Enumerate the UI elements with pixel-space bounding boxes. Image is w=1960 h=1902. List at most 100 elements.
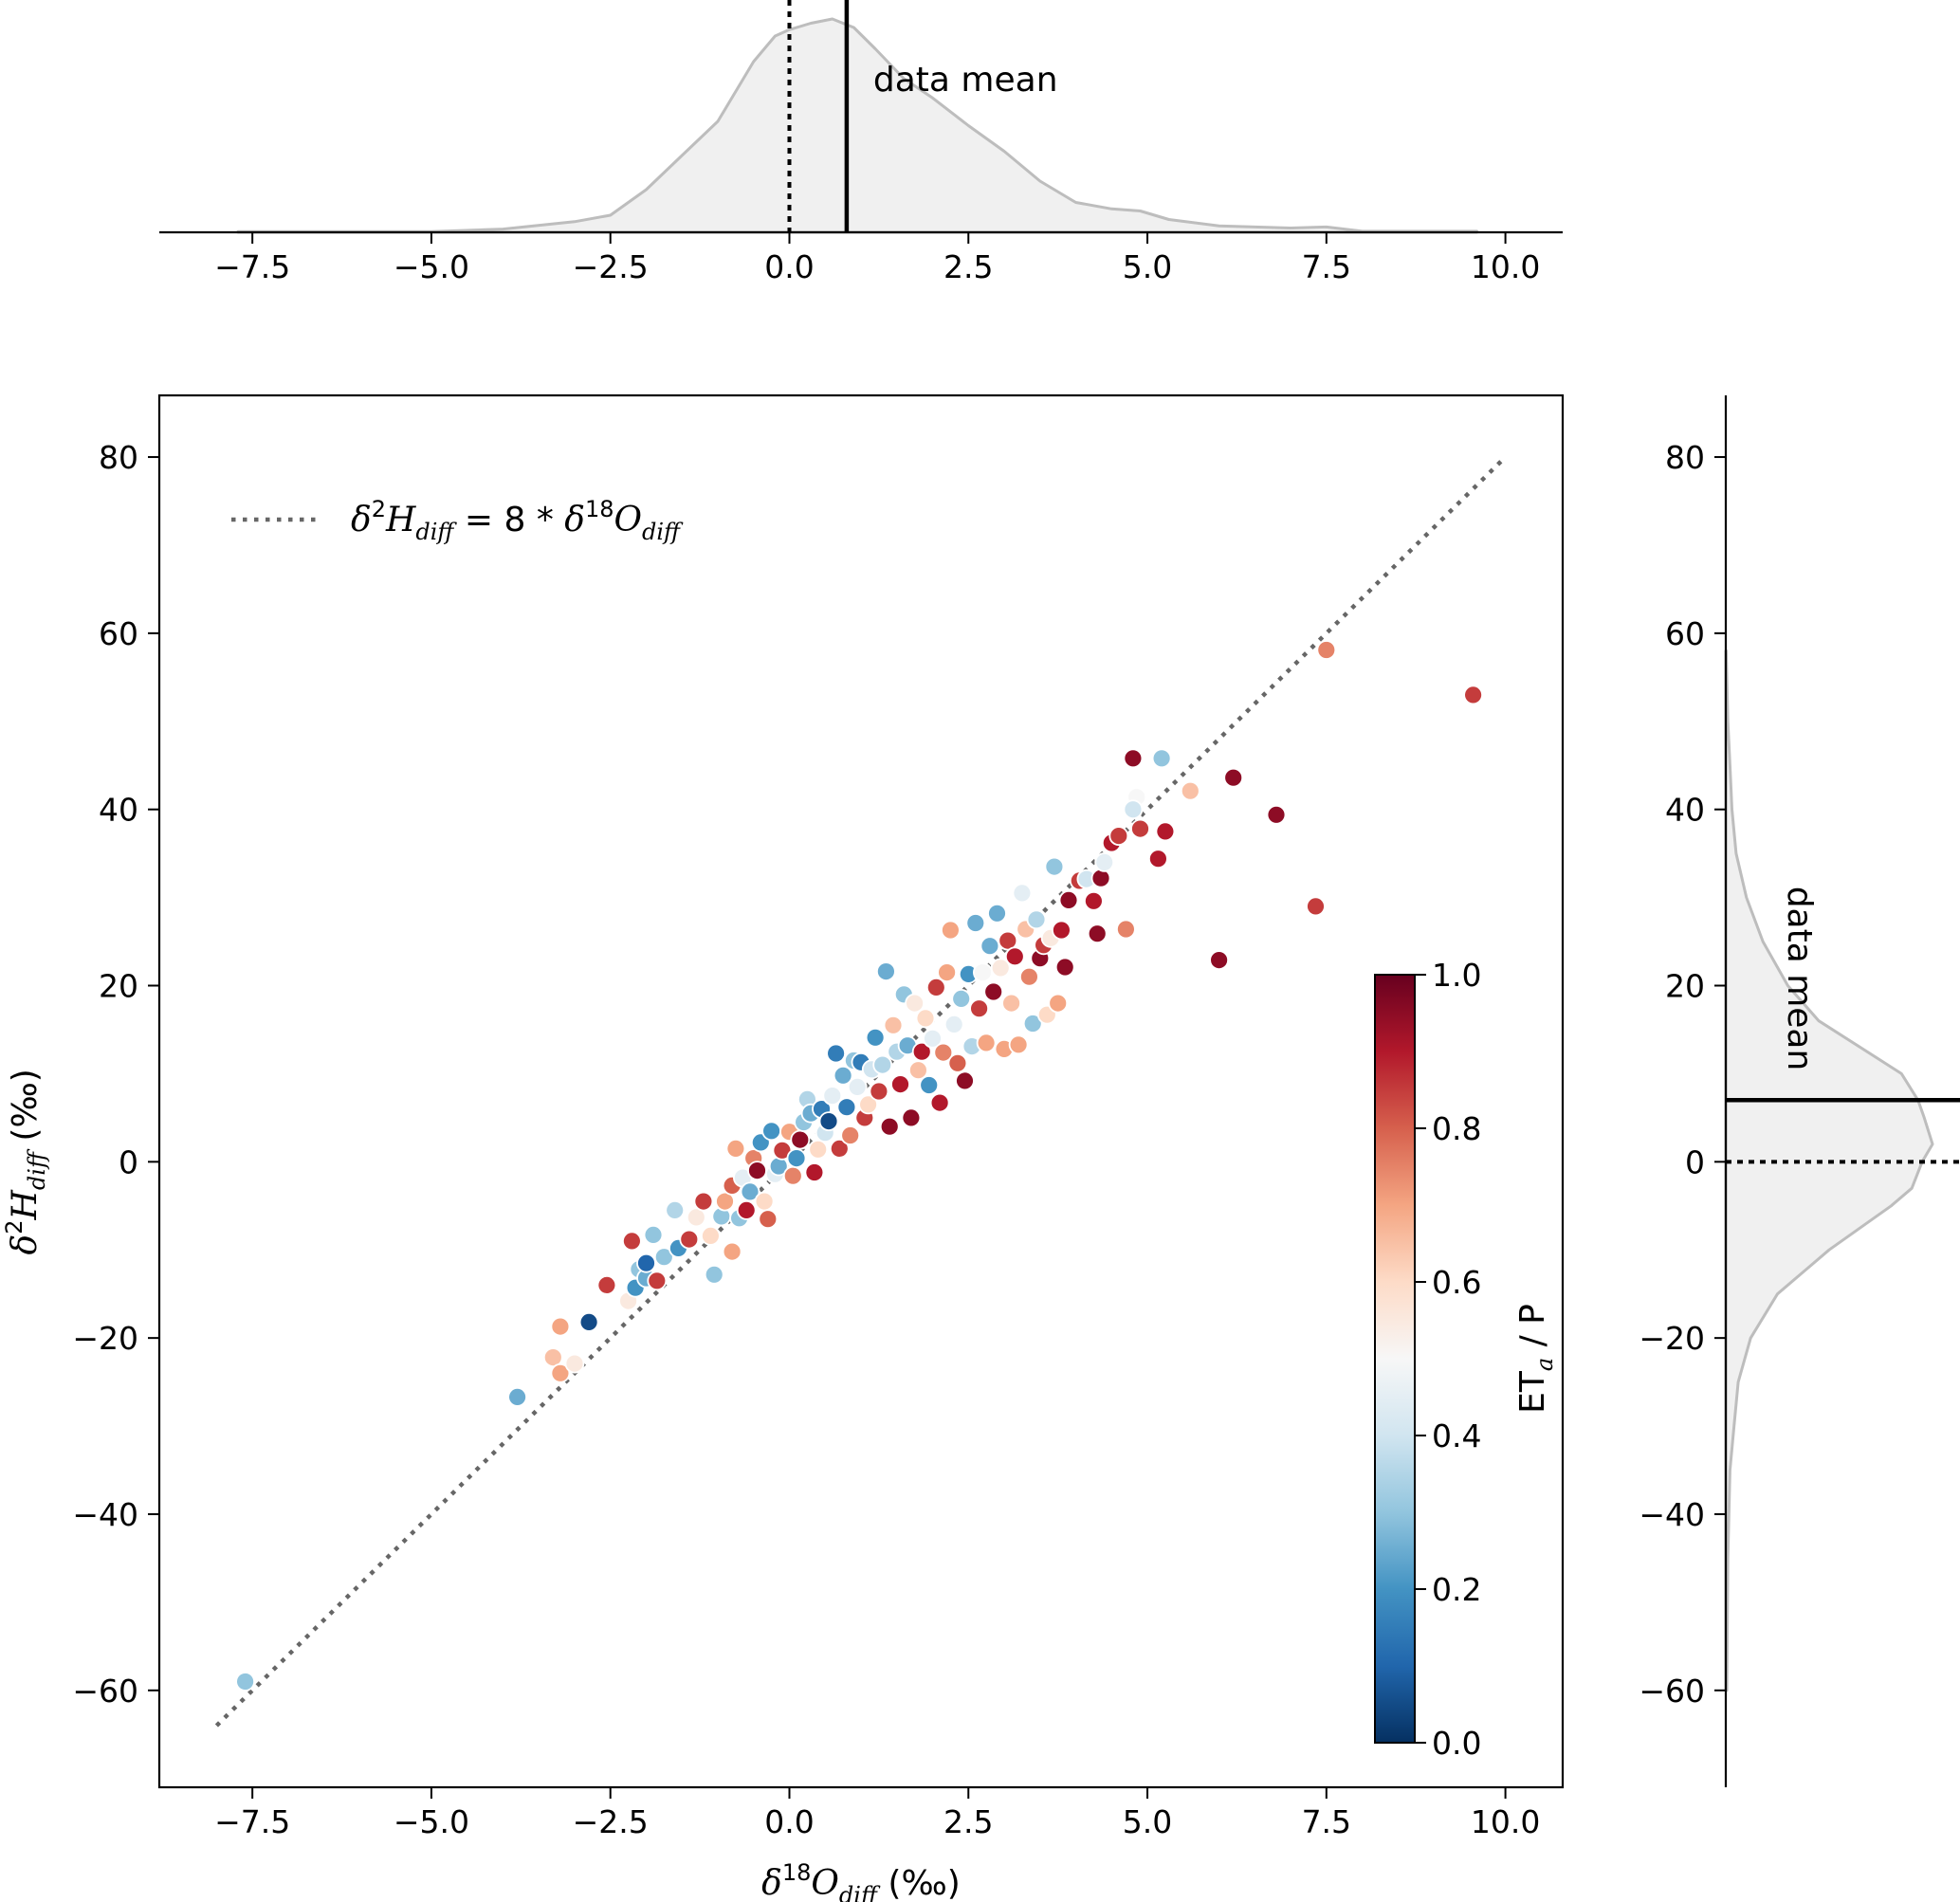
scatter-point [905, 993, 925, 1014]
x-label-base: O [811, 1864, 839, 1902]
right-y-tick-label: −60 [1639, 1673, 1705, 1710]
scatter-point [1123, 748, 1144, 769]
y-tick-label: 60 [99, 615, 138, 652]
scatter-point [858, 1094, 878, 1115]
colorbar-bar [1374, 974, 1416, 1744]
scatter-point [933, 1042, 954, 1063]
scatter-point [929, 1092, 950, 1113]
scatter-point [1463, 685, 1483, 705]
scatter-point [965, 913, 986, 933]
right-y-tick-label: −40 [1639, 1496, 1705, 1533]
scatter-point [1108, 826, 1129, 846]
legend-base-2: O [614, 501, 643, 540]
scatter-point [836, 1097, 857, 1118]
scatter-point [883, 1015, 904, 1035]
scatter-point [829, 1139, 850, 1159]
top-x-tick-label: 0.0 [764, 248, 814, 285]
scatter-point [622, 1231, 642, 1252]
top-x-tick-label: 5.0 [1123, 248, 1172, 285]
y-label-unit: (‰) [6, 1069, 45, 1152]
scatter-point [715, 1191, 735, 1212]
scatter-point [1084, 890, 1104, 911]
scatter-point [1130, 818, 1150, 839]
scatter-point [1001, 993, 1021, 1014]
x-axis-label: δ18Odiff (‰) [761, 1859, 961, 1902]
y-label-sup: 2 [1, 1219, 27, 1234]
scatter-point [235, 1672, 256, 1692]
scatter-point [941, 920, 961, 941]
scatter-point [1123, 799, 1144, 820]
y-tick-label: 0 [119, 1143, 138, 1180]
scatter-point [1266, 804, 1287, 825]
scatter-point [1058, 890, 1079, 910]
right-mean-label: data mean [1780, 887, 1819, 1071]
legend-base-1: H [385, 501, 416, 540]
scatter-point [980, 936, 1000, 957]
scatter-point [983, 981, 1004, 1002]
y-label-base: H [6, 1189, 45, 1220]
scatter-point [1209, 950, 1229, 970]
scatter-point [847, 1077, 868, 1097]
colorbar-label-base: ET [1513, 1370, 1552, 1414]
scatter-point [647, 1271, 668, 1291]
y-tick-label: 20 [99, 968, 138, 1005]
scatter-point [1044, 856, 1065, 877]
y-label-delta: δ [6, 1234, 45, 1255]
colorbar-tick-label: 0.0 [1432, 1725, 1481, 1762]
scatter-point [1008, 1034, 1029, 1055]
right-y-tick-label: 40 [1665, 792, 1705, 829]
top-density-curve [236, 17, 1478, 234]
colorbar-tick-label: 1.0 [1432, 957, 1481, 994]
scatter-point [890, 1074, 910, 1094]
scatter-point [840, 1125, 861, 1145]
scatter-point [507, 1387, 527, 1407]
scatter-point [915, 1008, 936, 1029]
scatter-point [822, 1086, 843, 1106]
scatter-point [987, 903, 1007, 924]
legend-label: δ2Hdiff = 8 * δ18Odiff [351, 496, 684, 545]
right-y-tick-label: 0 [1685, 1143, 1705, 1180]
x-tick-label: −2.5 [573, 1803, 649, 1840]
scatter-point [872, 1054, 893, 1075]
scatter-point [578, 1312, 599, 1332]
colorbar-label-sub: a [1531, 1358, 1558, 1371]
scatter-point [725, 1139, 746, 1159]
scatter-point [826, 1043, 846, 1064]
colorbar-label-rest: / P [1513, 1304, 1552, 1358]
x-label-sub: diff [839, 1882, 881, 1902]
scatter-point [1090, 868, 1111, 888]
legend-sub-2: diff [642, 519, 684, 545]
scatter-point [990, 958, 1011, 978]
scatter-point [808, 1139, 829, 1160]
scatter-point [833, 1065, 853, 1086]
scatter-point [865, 1027, 886, 1048]
scatter-point [876, 961, 896, 981]
top-x-tick-label: −5.0 [394, 248, 469, 285]
scatter-point [665, 1200, 686, 1220]
scatter-point [969, 998, 989, 1019]
right-marginal-density: data mean −60 −40 −20 0 20 40 60 80 [1639, 395, 1960, 1787]
x-tick-label: 5.0 [1123, 1803, 1172, 1840]
scatter-point [736, 1200, 757, 1220]
scatter-point [550, 1362, 571, 1383]
scatter-point [908, 1060, 928, 1081]
top-x-tick-label: 10.0 [1471, 248, 1540, 285]
scatter-point [754, 1191, 775, 1212]
scatter-point [1052, 920, 1072, 941]
x-label-delta: δ [761, 1864, 782, 1902]
top-x-tick-label: 7.5 [1302, 248, 1351, 285]
scatter-point [973, 962, 993, 982]
scatter-point [740, 1181, 760, 1202]
scatter-point [911, 1041, 932, 1062]
top-marginal-density: data mean −7.5 −5.0 −2.5 0.0 2.5 5.0 7.5 10.0 [159, 0, 1563, 285]
scatter-point [1155, 821, 1176, 842]
scatter-point [761, 1121, 781, 1142]
scatter-point [925, 978, 946, 997]
y-tick-label: −60 [72, 1673, 138, 1710]
colorbar-label: ETa / P [1513, 1304, 1558, 1414]
scatter-point [923, 1028, 943, 1049]
scatter-point [919, 1075, 940, 1095]
y-axis-label: δ2Hdiff (‰) [1, 1069, 50, 1254]
scatter-point [758, 1209, 779, 1230]
scatter-point [937, 962, 957, 982]
